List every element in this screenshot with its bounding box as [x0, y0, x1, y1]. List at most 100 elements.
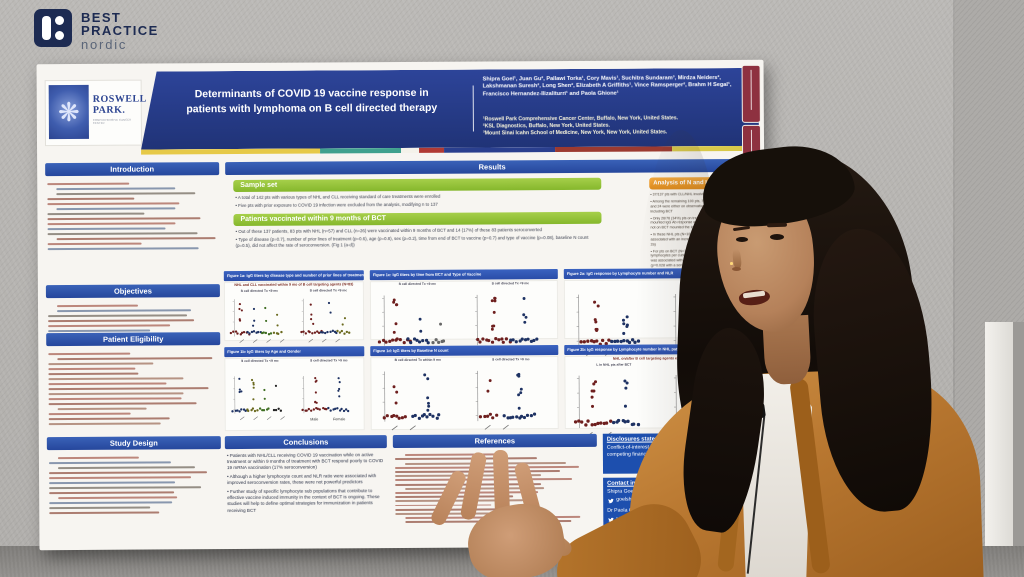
bullet: • Patients with NHL/CLL receiving COVID … [226, 452, 384, 471]
text-line [395, 478, 572, 482]
park-text: PARK. [92, 104, 126, 116]
subplot [565, 280, 662, 361]
text-line [48, 397, 182, 401]
text-line [47, 182, 129, 186]
wall-seam [953, 0, 955, 577]
subplot: B cell directed Tx >9 mo [464, 357, 557, 435]
study-design-body [48, 453, 219, 517]
strip-plot-svg [231, 376, 286, 420]
sample-set-bar: Sample set [233, 177, 602, 193]
figure-1d-plot: B cell directed Tx within 9 mo B cell dir… [370, 356, 559, 431]
scientific-poster: ❋ ROSWELL PARK. COMPREHENSIVE CANCER CEN… [36, 59, 767, 551]
roswell-park-logo-card: ❋ ROSWELL PARK. COMPREHENSIVE CANCER CEN… [44, 79, 147, 147]
text-line [404, 453, 501, 457]
roswell-text: ROSWELL [92, 93, 147, 105]
subplot: B cell directed Tx >9 mo Male Female [294, 358, 363, 429]
text-line [49, 485, 201, 490]
text-line [48, 352, 131, 356]
vaccinated-bar: Patients vaccinated within 9 months of B… [233, 211, 602, 227]
text-line [47, 231, 198, 235]
poster-title-banner: Determinants of COVID 19 vaccine respons… [141, 68, 759, 150]
text-line [48, 362, 154, 366]
figure-1c: Figure 1c: IgG titers by time from BCT a… [369, 269, 559, 355]
strip-plot-svg: Male Female [301, 375, 350, 421]
text-line [48, 392, 184, 396]
figure-1c-title: Figure 1c: IgG titers by time from BCT a… [369, 269, 558, 281]
bullet: • Although a higher lymphocyte count and… [227, 473, 377, 486]
journal-ribbon-tag [742, 65, 760, 122]
subplot: B cell directed Tx <9 mo [464, 281, 557, 359]
text-line [47, 242, 142, 245]
text-line [55, 187, 176, 191]
authors-list: Shipra Goel¹, Juan Gu², Pallawi Torka¹, … [482, 75, 732, 98]
text-line [394, 465, 580, 469]
text-line [47, 227, 166, 231]
text-line [47, 212, 145, 216]
text-line [57, 456, 140, 460]
affiliations: ¹Roswell Park Comprehensive Cancer Cente… [483, 115, 749, 138]
text-line [48, 367, 136, 371]
text-line [49, 470, 208, 475]
twitter-row: goelship [607, 496, 723, 504]
strip-plot-svg [576, 294, 641, 356]
strip-plot-svg [382, 371, 441, 431]
introduction-body [47, 179, 217, 253]
poster-title: Determinants of COVID 19 vaccine respons… [159, 86, 465, 117]
svg-text:Female: Female [333, 417, 345, 421]
wall-far-right [1013, 322, 1024, 577]
subplot: B cell directed Tx <9 mo [225, 359, 294, 430]
subplot: B cell directed Tx <9 mo [371, 282, 464, 360]
poster-title-line1: Determinants of COVID 19 vaccine respons… [194, 86, 429, 101]
text-line [394, 457, 538, 461]
twitter-icon [608, 498, 614, 503]
strip-plot-svg [475, 370, 537, 430]
text-line [48, 386, 209, 391]
text-line [47, 246, 199, 250]
text-line [49, 506, 151, 509]
text-line [48, 382, 167, 386]
text-line [47, 222, 176, 226]
board-edge-strip [985, 322, 1014, 577]
text-line [55, 192, 196, 196]
logo-bar-shape [42, 16, 51, 40]
section-header-study-design: Study Design [46, 436, 221, 451]
figure-1d-title: Figure 1d: IgG titers by Baseline N coun… [370, 345, 559, 357]
brand-text-nordic: nordic [81, 37, 128, 52]
svg-text:Male: Male [311, 417, 319, 421]
section-header-references: References [392, 433, 597, 449]
bullet: • Five pts with prior exposure to COVID … [235, 201, 438, 209]
eye [770, 234, 784, 240]
bullet: • Further study of specific lymphocyte s… [227, 488, 380, 513]
text-line [47, 216, 201, 221]
nostril [732, 267, 741, 271]
text-line [48, 319, 195, 323]
eye [736, 237, 748, 242]
text-line [56, 309, 191, 313]
figure-1c-plot: B cell directed Tx <9 mo B cell directed … [369, 280, 559, 355]
section-header-patient-eligibility: Patient Eligibility [46, 332, 221, 347]
text-line [47, 197, 135, 201]
affiliation-3: ³Mount Sinai Icahn School of Medicine, N… [482, 129, 668, 137]
logo-dot-shape [55, 16, 64, 25]
text-line [48, 377, 184, 381]
text-line [57, 407, 148, 410]
section-header-conclusions: Conclusions [224, 435, 387, 450]
text-line [56, 304, 139, 308]
section-header-objectives: Objectives [45, 284, 220, 299]
nose-stud [730, 262, 733, 265]
subplot: B cell directed Tx within 9 mo [371, 358, 464, 436]
strip-plot-svg [474, 294, 539, 354]
figure-1d: Figure 1d: IgG titers by Baseline N coun… [370, 345, 559, 431]
text-line [48, 412, 131, 415]
poster-title-line2: patients with lymphoma on B cell directe… [186, 101, 438, 115]
banner-divider [473, 86, 474, 132]
text-line [49, 481, 175, 485]
strip-plot-svg [300, 299, 351, 343]
text-line [48, 417, 171, 420]
bullet: • Type of disease (p=0.7), number of pri… [235, 235, 589, 248]
figure-1a-title: Figure 1a: IgG titers by disease type an… [223, 270, 364, 282]
logo-dot-shape [55, 31, 64, 40]
eyebrow [766, 222, 788, 227]
text-line [49, 491, 175, 495]
